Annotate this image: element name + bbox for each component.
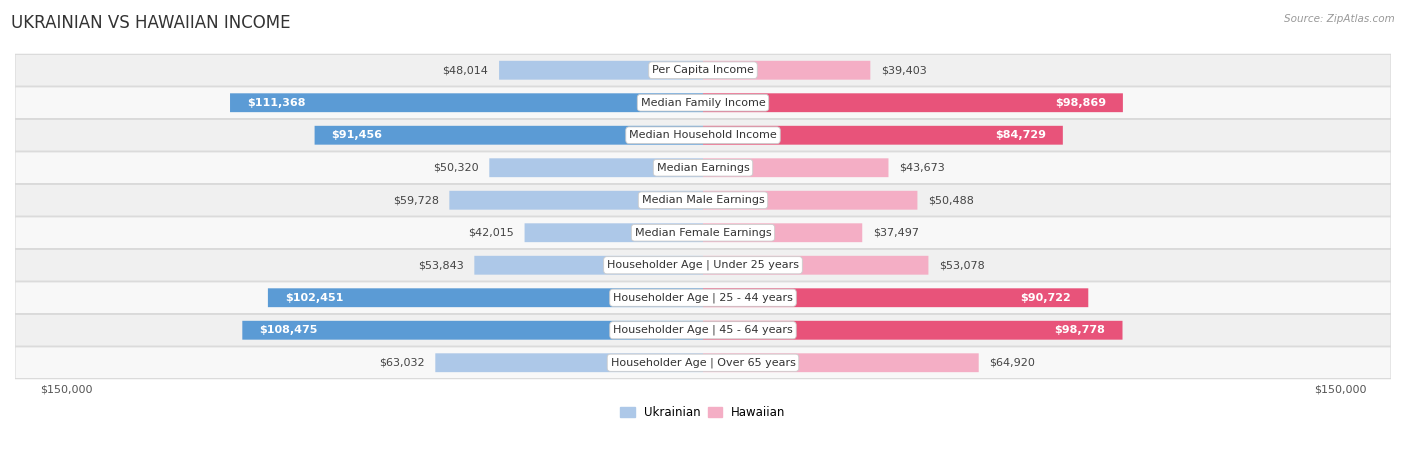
Text: Median Female Earnings: Median Female Earnings: [634, 228, 772, 238]
Text: $48,014: $48,014: [443, 65, 488, 75]
Text: $90,722: $90,722: [1021, 293, 1071, 303]
Text: $50,320: $50,320: [433, 163, 478, 173]
FancyBboxPatch shape: [242, 321, 703, 340]
Text: $37,497: $37,497: [873, 228, 920, 238]
Text: Median Family Income: Median Family Income: [641, 98, 765, 108]
FancyBboxPatch shape: [15, 282, 1391, 314]
FancyBboxPatch shape: [703, 288, 1088, 307]
Text: $64,920: $64,920: [990, 358, 1035, 368]
FancyBboxPatch shape: [474, 256, 703, 275]
FancyBboxPatch shape: [436, 354, 703, 372]
FancyBboxPatch shape: [15, 217, 1391, 248]
FancyBboxPatch shape: [450, 191, 703, 210]
Text: $63,032: $63,032: [380, 358, 425, 368]
Text: $53,078: $53,078: [939, 260, 984, 270]
Text: $102,451: $102,451: [285, 293, 343, 303]
FancyBboxPatch shape: [15, 54, 1391, 86]
Text: Householder Age | 25 - 44 years: Householder Age | 25 - 44 years: [613, 292, 793, 303]
Text: Householder Age | Over 65 years: Householder Age | Over 65 years: [610, 358, 796, 368]
Text: Median Household Income: Median Household Income: [628, 130, 778, 140]
FancyBboxPatch shape: [524, 223, 703, 242]
FancyBboxPatch shape: [15, 249, 1391, 281]
Text: $91,456: $91,456: [332, 130, 382, 140]
FancyBboxPatch shape: [703, 223, 862, 242]
FancyBboxPatch shape: [703, 256, 928, 275]
FancyBboxPatch shape: [15, 152, 1391, 184]
Text: $59,728: $59,728: [392, 195, 439, 205]
FancyBboxPatch shape: [315, 126, 703, 145]
Text: Median Earnings: Median Earnings: [657, 163, 749, 173]
Text: $42,015: $42,015: [468, 228, 515, 238]
Text: Per Capita Income: Per Capita Income: [652, 65, 754, 75]
FancyBboxPatch shape: [703, 158, 889, 177]
Text: Source: ZipAtlas.com: Source: ZipAtlas.com: [1284, 14, 1395, 24]
FancyBboxPatch shape: [15, 87, 1391, 119]
FancyBboxPatch shape: [15, 184, 1391, 216]
FancyBboxPatch shape: [703, 354, 979, 372]
FancyBboxPatch shape: [269, 288, 703, 307]
FancyBboxPatch shape: [15, 314, 1391, 346]
Text: $108,475: $108,475: [259, 325, 318, 335]
FancyBboxPatch shape: [703, 61, 870, 80]
Text: Median Male Earnings: Median Male Earnings: [641, 195, 765, 205]
FancyBboxPatch shape: [15, 119, 1391, 151]
FancyBboxPatch shape: [15, 347, 1391, 379]
Text: $53,843: $53,843: [418, 260, 464, 270]
FancyBboxPatch shape: [703, 93, 1123, 112]
FancyBboxPatch shape: [703, 321, 1122, 340]
FancyBboxPatch shape: [231, 93, 703, 112]
Text: Householder Age | 45 - 64 years: Householder Age | 45 - 64 years: [613, 325, 793, 335]
Text: $50,488: $50,488: [928, 195, 974, 205]
Text: $84,729: $84,729: [995, 130, 1046, 140]
Text: $43,673: $43,673: [898, 163, 945, 173]
Text: $111,368: $111,368: [247, 98, 305, 108]
Text: Householder Age | Under 25 years: Householder Age | Under 25 years: [607, 260, 799, 270]
Text: UKRAINIAN VS HAWAIIAN INCOME: UKRAINIAN VS HAWAIIAN INCOME: [11, 14, 291, 32]
FancyBboxPatch shape: [703, 126, 1063, 145]
Text: $39,403: $39,403: [882, 65, 927, 75]
FancyBboxPatch shape: [489, 158, 703, 177]
Legend: Ukrainian, Hawaiian: Ukrainian, Hawaiian: [616, 402, 790, 424]
Text: $98,778: $98,778: [1054, 325, 1105, 335]
FancyBboxPatch shape: [499, 61, 703, 80]
Text: $98,869: $98,869: [1054, 98, 1107, 108]
FancyBboxPatch shape: [703, 191, 918, 210]
